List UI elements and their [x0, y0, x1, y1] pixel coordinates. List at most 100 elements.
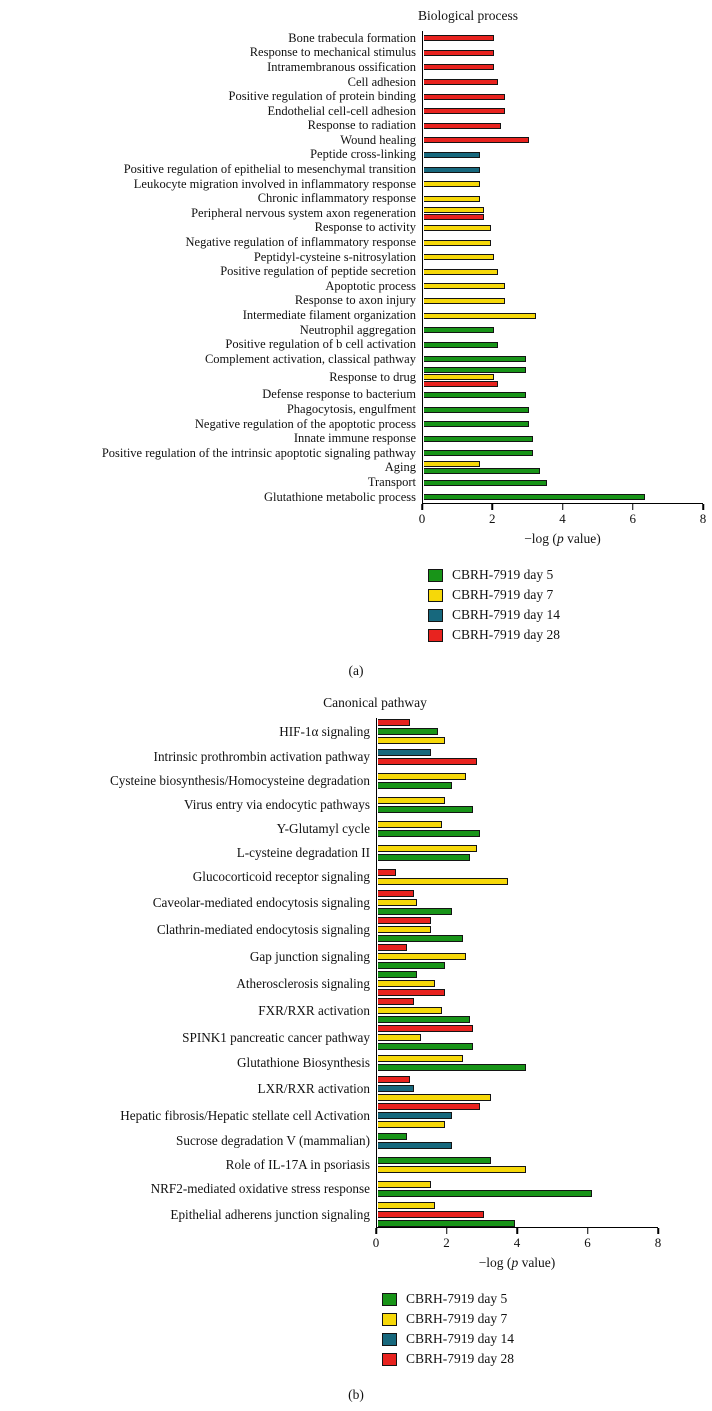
bar-day28 — [423, 79, 498, 86]
bar-day5 — [423, 391, 526, 398]
bar-group — [422, 225, 703, 232]
bar-group — [422, 494, 703, 501]
bar-day7 — [423, 283, 505, 290]
chart-row: Epithelial adherens junction signaling — [0, 1201, 712, 1228]
chart-row: NRF2-mediated oxidative stress response — [0, 1177, 712, 1201]
legend-label: CBRH-7919 day 28 — [452, 627, 560, 643]
bar-day7 — [423, 181, 481, 188]
bar-day14 — [423, 166, 481, 173]
category-label: Peripheral nervous system axon regenerat… — [191, 205, 416, 220]
category-label: Glutathione Biosynthesis — [237, 1055, 370, 1071]
bar-group — [422, 152, 703, 159]
bar-group — [376, 970, 658, 997]
bar-day28 — [377, 758, 477, 766]
x-tick-mark — [516, 1228, 518, 1235]
bar-group — [422, 450, 703, 457]
bar-group — [376, 916, 658, 943]
category-label: Atherosclerosis signaling — [236, 975, 370, 991]
category-label: Positive regulation of protein binding — [228, 89, 416, 104]
bar-day5 — [423, 468, 540, 475]
bar-day7 — [423, 239, 491, 246]
bar-day5 — [377, 1016, 470, 1024]
category-label: Endothelial cell-cell adhesion — [267, 103, 416, 118]
chart-row: Peripheral nervous system axon regenerat… — [0, 206, 712, 221]
panel-a-chart: Biological process Bone trabecula format… — [0, 8, 712, 679]
bar-day7 — [423, 206, 484, 213]
bar-day5 — [377, 1190, 593, 1198]
category-label: HIF-1α signaling — [279, 723, 370, 739]
x-axis-label: −log (p value) — [422, 531, 703, 547]
bar-group — [422, 137, 703, 144]
bar-day7 — [423, 374, 495, 381]
x-tick-mark — [375, 1228, 377, 1235]
bar-group — [376, 1102, 658, 1129]
legend-item: CBRH-7919 day 28 — [428, 627, 712, 643]
chart-row: Intrinsic prothrombin activation pathway — [0, 745, 712, 769]
bar-day5 — [377, 782, 453, 790]
x-tick-mark — [702, 504, 704, 511]
bar-day7 — [423, 225, 491, 232]
bar-day7 — [377, 845, 477, 853]
bar-day7 — [377, 773, 467, 781]
bar-day7 — [377, 953, 467, 961]
category-label: Chronic inflammatory response — [257, 191, 416, 206]
bar-group — [422, 283, 703, 290]
bar-day28 — [423, 122, 502, 129]
category-label: FXR/RXR activation — [258, 1002, 370, 1018]
chart-row: Response to activity — [0, 221, 712, 236]
x-tick-label: 6 — [629, 511, 637, 527]
bar-day28 — [423, 108, 505, 115]
bar-group — [422, 479, 703, 486]
category-label: Bone trabecula formation — [288, 30, 416, 45]
chart-row: Clathrin-mediated endocytosis signaling — [0, 916, 712, 943]
bar-day7 — [377, 1181, 432, 1189]
bar-group — [376, 943, 658, 970]
bar-day5 — [377, 908, 453, 916]
category-label: Neutrophil aggregation — [299, 322, 416, 337]
chart-row: Negative regulation of inflammatory resp… — [0, 235, 712, 250]
chart-row: Role of IL-17A in psoriasis — [0, 1153, 712, 1177]
chart-row: Response to mechanical stimulus — [0, 46, 712, 61]
legend-label: CBRH-7919 day 7 — [452, 587, 554, 603]
legend: CBRH-7919 day 5 CBRH-7919 day 7 CBRH-7919 … — [382, 1291, 712, 1367]
bar-day7 — [423, 254, 495, 261]
legend-item: CBRH-7919 day 5 — [382, 1291, 712, 1307]
bar-group — [376, 1180, 658, 1198]
bar-day7 — [377, 737, 446, 745]
bar-day7 — [377, 926, 432, 934]
bar-group — [422, 327, 703, 334]
category-label: Hepatic fibrosis/Hepatic stellate cell A… — [120, 1107, 370, 1123]
chart-row: Response to drug — [0, 367, 712, 388]
bar-day28 — [377, 869, 397, 877]
bar-day7 — [377, 1055, 463, 1063]
category-label: Intrinsic prothrombin activation pathway — [153, 749, 370, 765]
category-label: Intramembranous ossification — [267, 59, 416, 74]
x-axis-label-post: value) — [518, 1255, 556, 1271]
x-axis-label-italic-p: p — [556, 531, 564, 547]
legend-item: CBRH-7919 day 7 — [382, 1311, 712, 1327]
panel-label-b: (b) — [348, 1387, 364, 1403]
category-label: Cysteine biosynthesis/Homocysteine degra… — [109, 773, 370, 789]
chart-row: Chronic inflammatory response — [0, 192, 712, 207]
chart-row: Intermediate filament organization — [0, 308, 712, 323]
legend-swatch-day7 — [382, 1312, 397, 1326]
chart-row: Neutrophil aggregation — [0, 323, 712, 338]
bar-day5 — [377, 806, 474, 814]
chart-row: SPINK1 pancreatic cancer pathway — [0, 1024, 712, 1051]
bar-day5 — [377, 830, 481, 838]
chart-title: Canonical pathway — [323, 695, 427, 711]
chart-row: Peptidyl-cysteine s-nitrosylation — [0, 250, 712, 265]
bar-day7 — [377, 899, 418, 907]
category-label: L-cysteine degradation II — [236, 845, 370, 861]
bar-day5 — [423, 356, 526, 363]
category-label: Glutathione metabolic process — [263, 489, 416, 504]
bar-group — [422, 356, 703, 363]
legend-swatch-day14 — [382, 1332, 397, 1346]
chart-row: Apoptotic process — [0, 279, 712, 294]
bar-day5 — [423, 494, 645, 501]
bar-day14 — [377, 749, 432, 757]
bar-group — [422, 181, 703, 188]
bar-group — [422, 391, 703, 398]
bar-day7 — [377, 980, 435, 988]
